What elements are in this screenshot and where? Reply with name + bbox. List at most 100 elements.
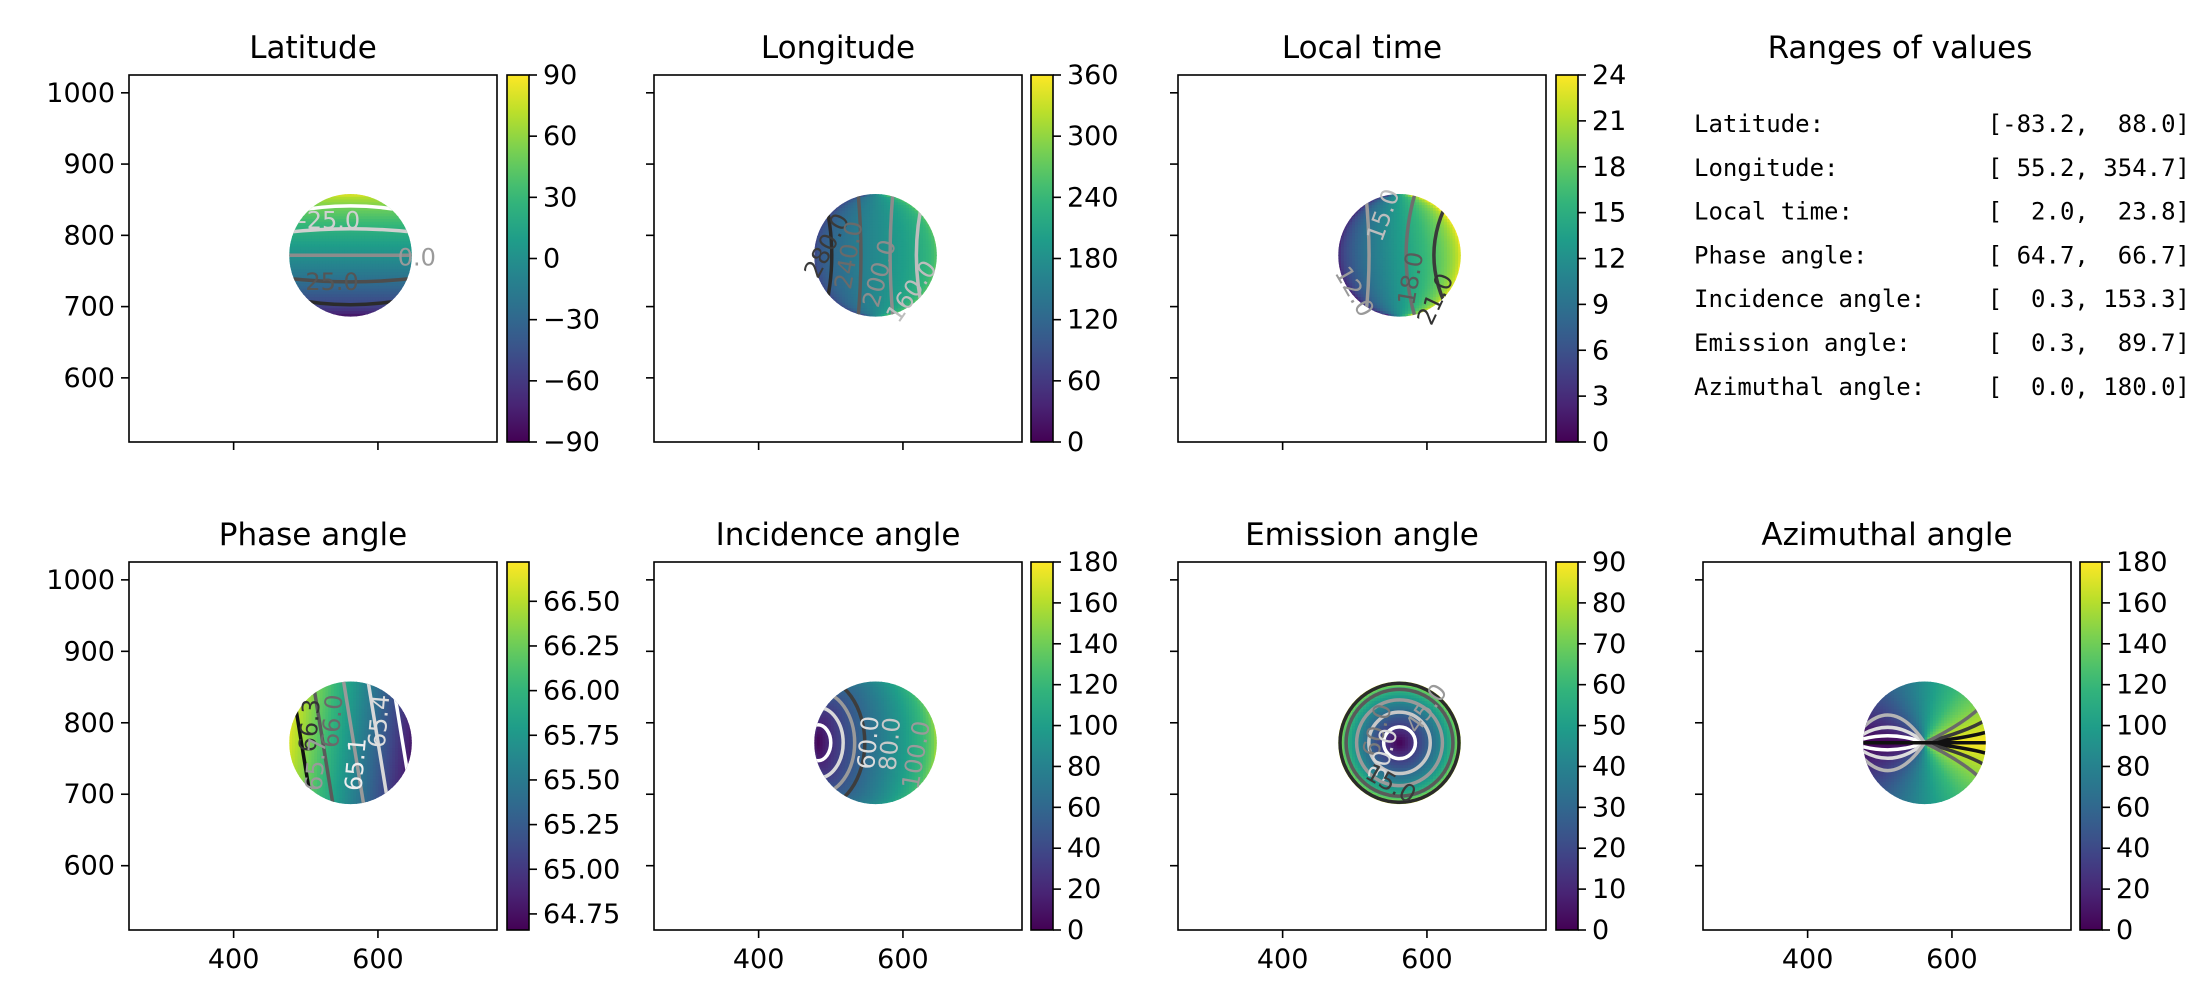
colorbar-tick-label: 0 bbox=[2116, 915, 2133, 946]
colorbar-tick-label: 70 bbox=[1592, 629, 1626, 660]
colorbar-tick-label: 60 bbox=[2116, 792, 2150, 823]
ranges-title: Ranges of values bbox=[1768, 30, 2033, 66]
colorbar-tick-label: 60 bbox=[1067, 792, 1101, 823]
x-tick-label: 600 bbox=[352, 944, 404, 975]
x-tick-label: 400 bbox=[1782, 944, 1834, 975]
contour-label: 65.4 bbox=[363, 693, 396, 749]
colorbar-tick-label: 60 bbox=[1067, 366, 1101, 397]
y-tick-label: 800 bbox=[63, 708, 115, 739]
contour-label: 66.3 bbox=[293, 698, 326, 754]
x-tick-label: 400 bbox=[1257, 944, 1309, 975]
colorbar-tick-label: 80 bbox=[1592, 588, 1626, 619]
colorbar-tick-label: 360 bbox=[1067, 60, 1119, 91]
colorbar-tick-label: 3 bbox=[1592, 381, 1609, 412]
colorbar bbox=[1555, 74, 1579, 443]
range-value: [-83.2, 88.0] bbox=[1988, 110, 2190, 138]
colorbar-tick-label: −90 bbox=[543, 427, 600, 458]
y-tick-label: 1000 bbox=[46, 78, 115, 109]
y-tick-label: 800 bbox=[63, 220, 115, 251]
colorbar-tick-label: 240 bbox=[1067, 182, 1119, 213]
colorbar-tick-label: 15 bbox=[1592, 198, 1626, 229]
range-label: Local time: bbox=[1694, 198, 1853, 226]
range-value: [ 2.0, 23.8] bbox=[1988, 198, 2190, 226]
x-tick-label: 400 bbox=[208, 944, 260, 975]
panel-title: Incidence angle bbox=[716, 517, 961, 553]
ranges-panel: Ranges of values Latitude: [-83.2, 88.0] Lo… bbox=[1694, 30, 2190, 401]
contour-label: 66.0 bbox=[316, 693, 349, 749]
colorbar-tick-label: 140 bbox=[2116, 629, 2168, 660]
colorbar bbox=[1555, 561, 1579, 931]
colorbar-tick-label: 40 bbox=[1592, 751, 1626, 782]
colorbar-tick-label: 160 bbox=[2116, 588, 2168, 619]
colorbar bbox=[1030, 74, 1054, 443]
axes-frame bbox=[1177, 561, 1547, 931]
contour-lines bbox=[1863, 700, 1986, 786]
colorbar-tick-label: 65.75 bbox=[543, 720, 620, 751]
contour-label: 80.0 bbox=[874, 716, 907, 772]
colorbar-tick-label: 21 bbox=[1592, 106, 1626, 137]
contour-label: 25.0 bbox=[305, 268, 358, 296]
colorbar-tick-label: 60 bbox=[543, 121, 577, 152]
axes-frame bbox=[1177, 74, 1547, 443]
colorbar bbox=[1030, 561, 1054, 931]
colorbar-tick-label: 65.50 bbox=[543, 765, 620, 796]
colorbar-tick-label: 300 bbox=[1067, 121, 1119, 152]
colorbar-tick-label: 120 bbox=[2116, 670, 2168, 701]
panel-latitude: -25.00.025.06007008009001000Latitude9060… bbox=[46, 30, 600, 458]
range-value: [ 64.7, 66.7] bbox=[1988, 241, 2190, 269]
axes-frame bbox=[128, 561, 498, 931]
range-label: Azimuthal angle: bbox=[1694, 373, 1925, 401]
colorbar-tick-label: −60 bbox=[543, 366, 600, 397]
contour-label: 0.0 bbox=[398, 243, 436, 271]
colorbar-tick-label: 66.25 bbox=[543, 631, 620, 662]
colorbar-tick-label: 80 bbox=[1067, 751, 1101, 782]
colorbar-tick-label: 180 bbox=[1067, 547, 1119, 578]
colorbar-tick-label: 180 bbox=[1067, 244, 1119, 275]
colorbar-tick-label: 40 bbox=[2116, 833, 2150, 864]
range-label: Incidence angle: bbox=[1694, 285, 1925, 313]
range-label: Phase angle: bbox=[1694, 241, 1867, 269]
range-value: [ 55.2, 354.7] bbox=[1988, 154, 2190, 182]
disc-image bbox=[814, 681, 937, 805]
y-tick-label: 700 bbox=[63, 292, 115, 323]
colorbar-tick-label: 90 bbox=[543, 60, 577, 91]
x-tick-label: 600 bbox=[1401, 944, 1453, 975]
colorbar-tick-label: 100 bbox=[2116, 711, 2168, 742]
panel-title: Latitude bbox=[249, 30, 377, 66]
panel-title: Azimuthal angle bbox=[1761, 517, 2012, 553]
panel-longitude: 280.0240.0200.0160.0Longitude36030024018… bbox=[646, 30, 1119, 458]
axes-frame bbox=[653, 561, 1023, 931]
y-tick-label: 600 bbox=[63, 851, 115, 882]
x-tick-label: 600 bbox=[877, 944, 929, 975]
axes-frame bbox=[653, 74, 1023, 443]
axes-frame bbox=[128, 74, 498, 443]
colorbar-tick-label: 0 bbox=[1592, 915, 1609, 946]
colorbar-tick-label: 6 bbox=[1592, 335, 1609, 366]
colorbar-tick-label: −30 bbox=[543, 305, 600, 336]
colorbar-tick-label: 20 bbox=[1067, 874, 1101, 905]
colorbar-tick-label: 120 bbox=[1067, 305, 1119, 336]
contour-label: 65.1 bbox=[339, 736, 372, 792]
colorbar-tick-label: 64.75 bbox=[543, 899, 620, 930]
colorbar bbox=[506, 561, 530, 931]
colorbar-tick-label: 120 bbox=[1067, 670, 1119, 701]
panel-title: Phase angle bbox=[219, 517, 407, 553]
colorbar-tick-label: 65.00 bbox=[543, 854, 620, 885]
panel-phase: 66.366.0 65.4 65.7 65.1 400 600 600 700 800 900 10… bbox=[46, 517, 620, 975]
colorbar-tick-label: 160 bbox=[1067, 588, 1119, 619]
colorbar-tick-label: 30 bbox=[1592, 792, 1626, 823]
y-tick-label: 900 bbox=[63, 636, 115, 667]
colorbar-tick-label: 0 bbox=[1592, 427, 1609, 458]
colorbar-tick-label: 30 bbox=[543, 182, 577, 213]
colorbar-tick-label: 66.00 bbox=[543, 676, 620, 707]
range-value: [ 0.3, 89.7] bbox=[1988, 329, 2190, 357]
range-value: [ 0.3, 153.3] bbox=[1988, 285, 2190, 313]
contour-lines bbox=[1338, 681, 1461, 805]
y-tick-label: 700 bbox=[63, 779, 115, 810]
colorbar-tick-label: 0 bbox=[543, 244, 560, 275]
colorbar-tick-label: 0 bbox=[1067, 915, 1084, 946]
